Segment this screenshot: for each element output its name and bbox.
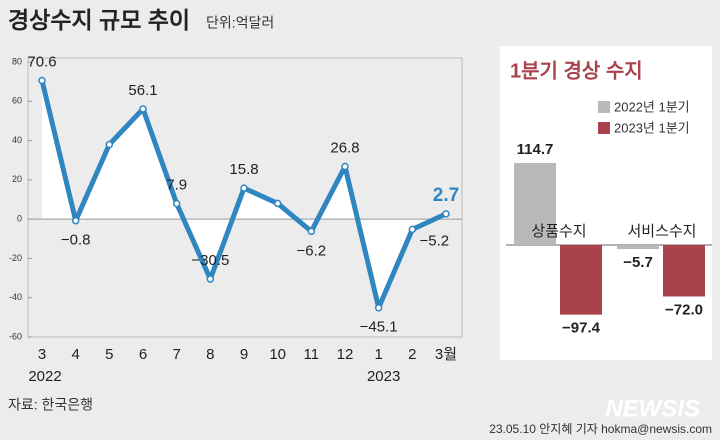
y-tick-label: 0 xyxy=(17,214,22,224)
legend-swatch xyxy=(598,101,610,113)
data-label: 70.6 xyxy=(27,53,56,70)
credit: 23.05.10 안지혜 기자 hokma@newsis.com xyxy=(489,422,712,436)
legend-swatch xyxy=(598,122,610,134)
x-tick-label: 8 xyxy=(206,346,214,363)
data-label: −5.2 xyxy=(420,232,450,249)
point xyxy=(139,105,147,113)
x-tick-label: 3 xyxy=(38,346,46,363)
panel-title: 1분기 경상 수지 xyxy=(510,59,643,82)
data-label: 2.7 xyxy=(433,185,459,206)
watermark: NEWSIS xyxy=(605,395,700,422)
x-tick-label: 12 xyxy=(337,346,354,363)
data-label: −30.5 xyxy=(191,252,229,269)
title: 경상수지 규모 추이 xyxy=(8,7,190,33)
point xyxy=(38,76,46,85)
y-tick-label: 40 xyxy=(12,135,22,145)
data-label: −97.4 xyxy=(562,320,601,337)
source: 자료: 한국은행 xyxy=(8,397,93,413)
subtitle: 단위:억달러 xyxy=(206,15,274,31)
point xyxy=(442,210,450,218)
bar xyxy=(617,245,659,250)
data-label: 15.8 xyxy=(229,161,258,178)
point xyxy=(273,199,282,208)
data-label: −45.1 xyxy=(360,319,398,336)
point xyxy=(206,275,215,283)
x-tick-label: 10 xyxy=(269,346,286,363)
category-label: 서비스수지 xyxy=(627,223,696,240)
data-label: −5.7 xyxy=(623,254,653,271)
data-label: 56.1 xyxy=(128,82,157,99)
x-tick-label: 6 xyxy=(139,346,147,363)
legend-label: 2023년 1분기 xyxy=(614,120,690,135)
x-tick-label: 7 xyxy=(172,346,180,363)
point xyxy=(240,184,248,192)
y-tick-label: 20 xyxy=(12,174,22,184)
x-tick-label: 9 xyxy=(240,346,248,363)
y-tick-label: -60 xyxy=(9,331,22,341)
x-tick-label: 4 xyxy=(71,346,79,363)
data-label: 26.8 xyxy=(330,139,359,156)
point xyxy=(71,216,80,225)
point xyxy=(172,199,181,208)
point xyxy=(105,140,114,149)
year-label: 2022 xyxy=(28,368,61,385)
y-tick-label: 80 xyxy=(12,56,22,66)
y-tick-label: 60 xyxy=(12,96,22,106)
legend-label: 2022년 1분기 xyxy=(614,99,690,114)
point xyxy=(307,227,316,236)
point xyxy=(341,162,349,171)
y-tick-label: -20 xyxy=(9,253,22,263)
data-label: 7.9 xyxy=(166,177,187,194)
x-tick-label: 5 xyxy=(105,346,113,363)
data-label: −72.0 xyxy=(665,301,703,318)
data-label: 114.7 xyxy=(517,141,554,158)
data-label: −0.8 xyxy=(61,232,91,249)
plot-area xyxy=(27,57,463,338)
x-tick-label: 3월 xyxy=(435,346,457,363)
point xyxy=(374,303,383,312)
bar xyxy=(560,245,602,315)
y-tick-label: -40 xyxy=(9,292,22,302)
data-label: −6.2 xyxy=(297,242,327,259)
category-label: 상품수지 xyxy=(531,223,586,240)
x-tick-label: 1 xyxy=(374,346,382,363)
point xyxy=(408,225,417,234)
x-tick-label: 11 xyxy=(304,346,320,363)
x-tick-label: 2 xyxy=(408,346,416,363)
bar xyxy=(514,163,556,245)
year-label: 2023 xyxy=(367,368,400,385)
bar xyxy=(663,245,705,297)
